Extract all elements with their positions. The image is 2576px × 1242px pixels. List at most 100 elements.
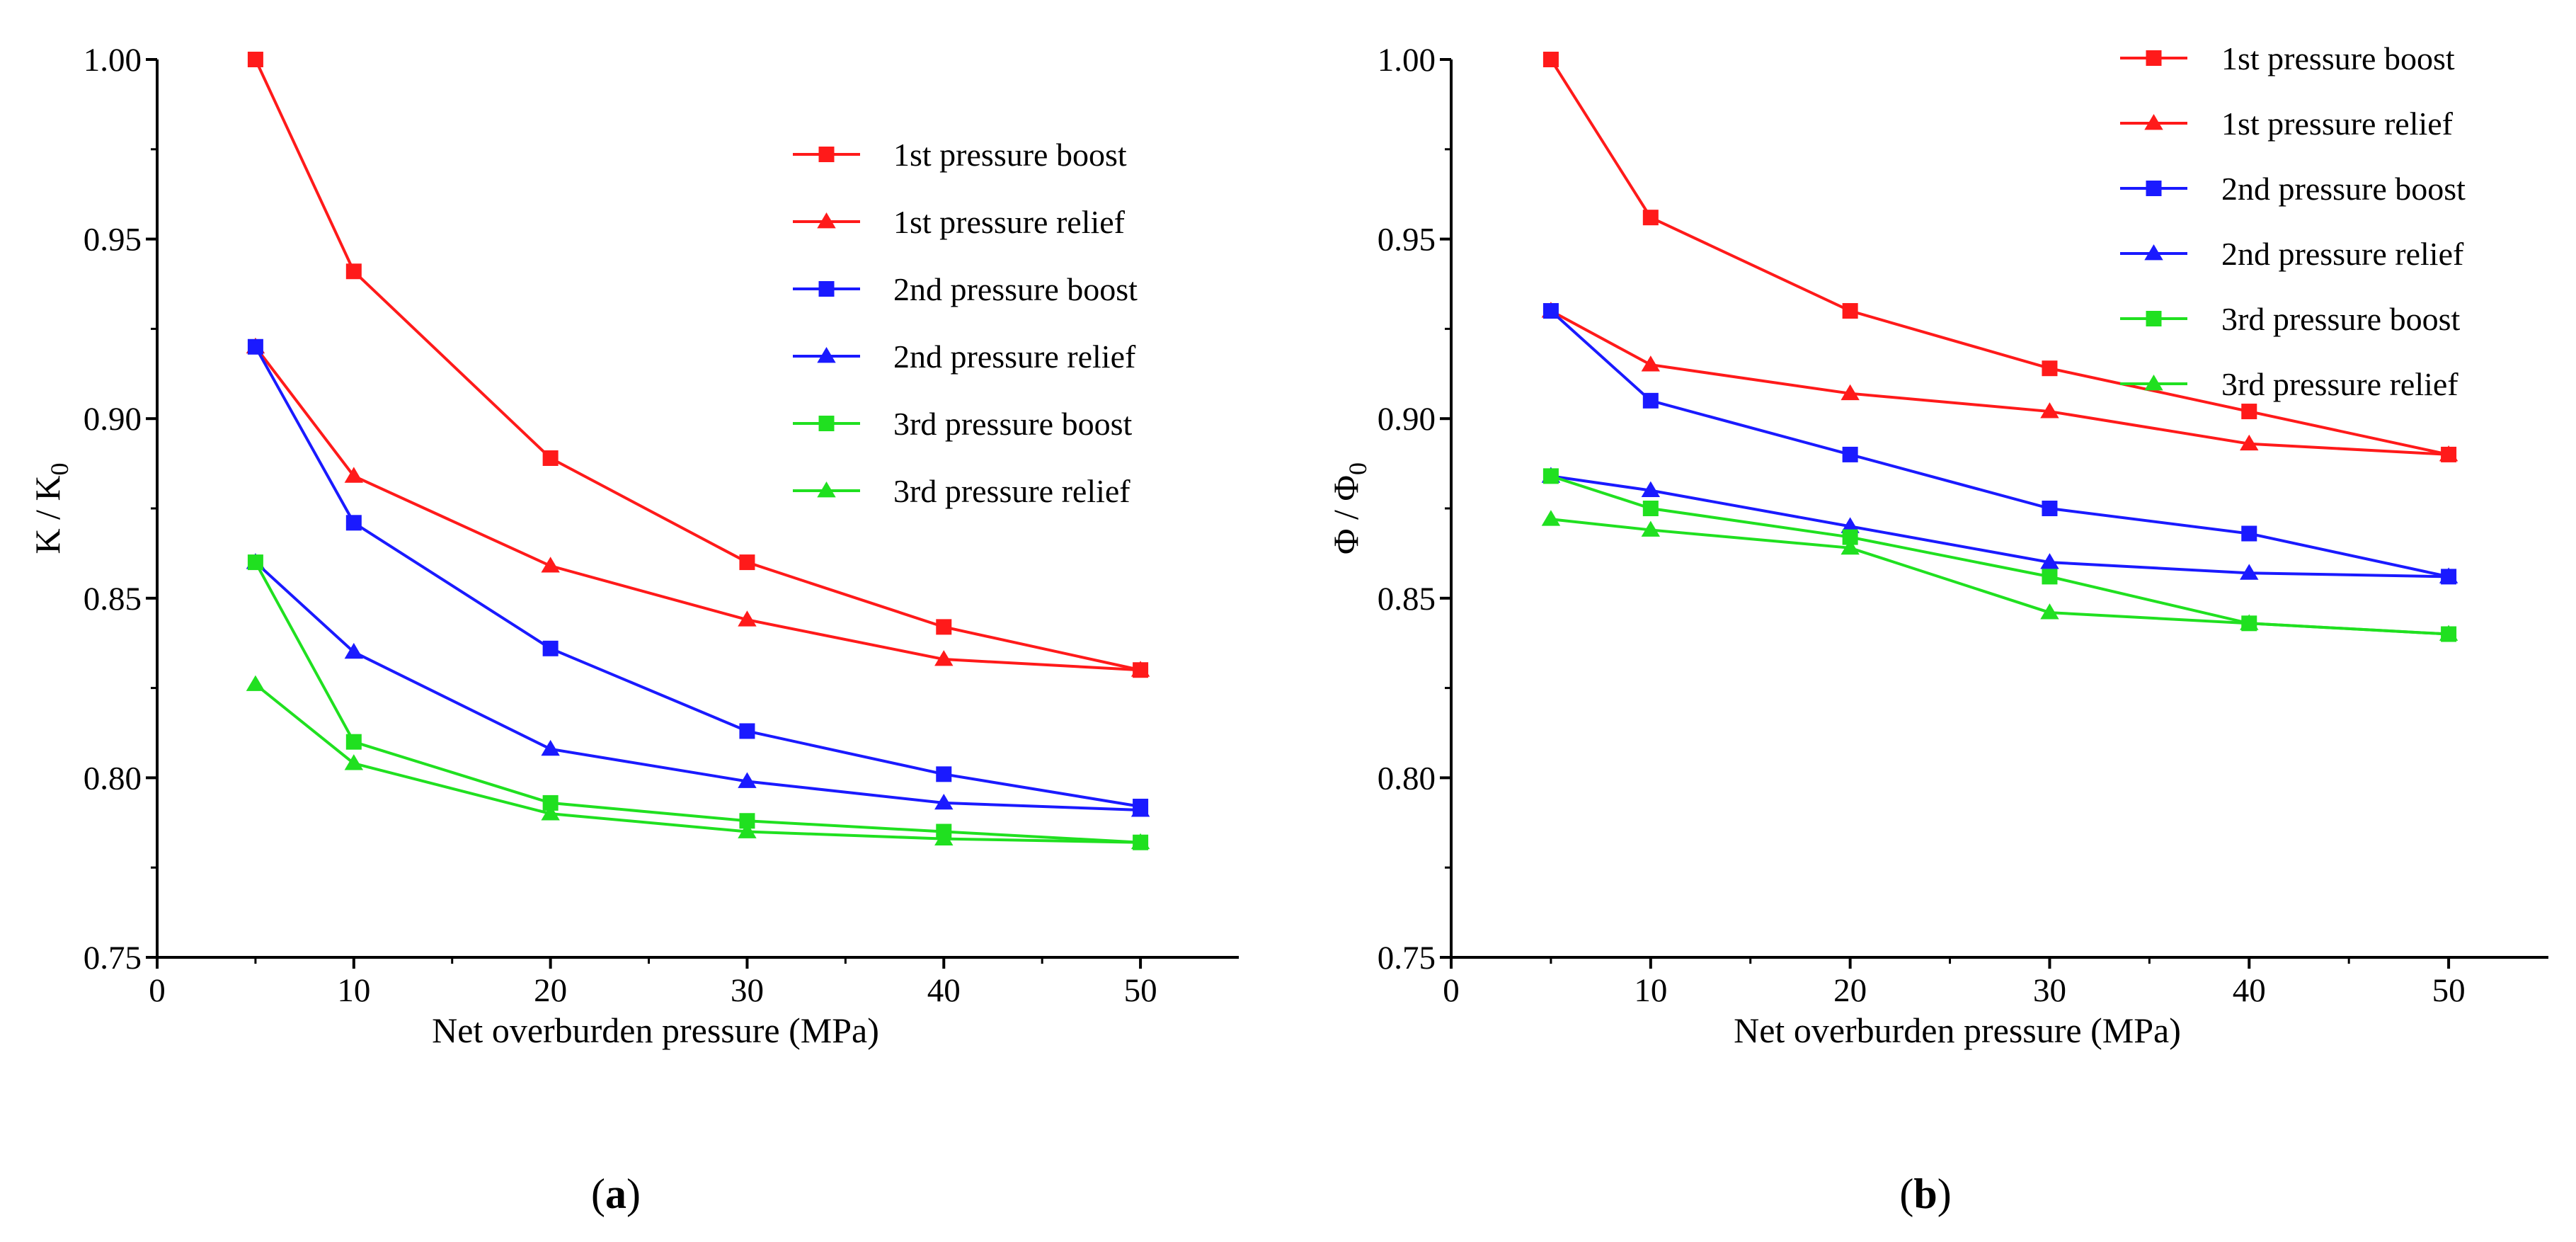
x-tick-label: 50	[1124, 972, 1157, 1009]
legend-label: 2nd pressure boost	[2221, 171, 2466, 207]
data-point	[1130, 801, 1150, 817]
y-tick-label: 0.80	[1378, 760, 1436, 797]
data-point	[1642, 210, 1659, 226]
data-point	[1841, 538, 1860, 555]
y-tick-label: 0.75	[1378, 940, 1436, 976]
data-point	[2241, 525, 2257, 542]
data-point	[2241, 404, 2257, 420]
series-6	[246, 675, 1150, 850]
data-point	[541, 557, 560, 573]
legend-marker	[2144, 375, 2163, 391]
data-point	[1541, 510, 1561, 526]
data-point	[1842, 446, 1858, 462]
legend-marker	[2144, 114, 2163, 130]
data-point	[1130, 833, 1150, 850]
chart-panel-a: 0 10 20 30 40 50 0.75 0.80 0.85 0.90 0.95 1.00 Net o…	[28, 42, 1239, 1217]
legend-label: 2nd pressure relief	[893, 338, 1136, 375]
panel-caption: (b)	[1899, 1170, 1951, 1217]
caption-close-paren: )	[1937, 1170, 1952, 1217]
series-3	[1542, 303, 2457, 585]
series-line	[254, 59, 1141, 672]
legend-label: 1st pressure boost	[2221, 40, 2455, 76]
data-point	[1642, 392, 1659, 409]
series-line	[254, 561, 1141, 812]
y-tick-label: 0.90	[1378, 401, 1436, 438]
legend-item: 3rd pressure boost	[793, 406, 1132, 442]
caption-close-paren: )	[626, 1170, 641, 1217]
legend-item: 1st pressure relief	[793, 204, 1126, 240]
legend-marker	[2144, 244, 2163, 261]
x-tick-label: 20	[1833, 972, 1867, 1009]
data-point	[2240, 614, 2259, 630]
data-point	[2042, 360, 2058, 377]
series-4	[246, 553, 1150, 817]
legend-item: 2nd pressure relief	[2120, 236, 2464, 272]
x-tick-label: 40	[2233, 972, 2266, 1009]
data-point	[1642, 501, 1659, 516]
x-tick-label: 30	[731, 972, 764, 1009]
x-tick-label: 50	[2432, 972, 2466, 1009]
y-tick-label: 0.85	[84, 581, 142, 617]
data-point	[1542, 52, 1559, 67]
data-point	[1641, 520, 1661, 537]
data-point	[345, 734, 362, 750]
data-point	[2439, 625, 2458, 641]
data-point	[2439, 445, 2458, 462]
data-point	[1542, 468, 1559, 484]
y-axis-label: Φ / Φ0	[1326, 462, 1372, 554]
legend-label: 1st pressure relief	[2221, 106, 2454, 142]
legend-item: 1st pressure boost	[793, 137, 1127, 173]
data-point	[1130, 661, 1150, 677]
data-point	[541, 804, 560, 821]
y-tick-label: 0.75	[84, 940, 142, 976]
y-tick-label: 0.85	[1378, 581, 1436, 617]
legend-item: 2nd pressure relief	[793, 338, 1136, 375]
legend-marker	[818, 147, 835, 162]
data-point	[344, 642, 364, 659]
data-point	[739, 723, 755, 739]
data-point	[2040, 553, 2059, 569]
data-point	[2240, 564, 2259, 580]
legend-label: 3rd pressure relief	[893, 473, 1130, 509]
y-axis-label-main: K / K	[28, 475, 67, 554]
data-point	[247, 554, 263, 571]
data-point	[2040, 603, 2059, 620]
legend-marker	[2146, 50, 2162, 66]
caption-open-paren: (	[1899, 1170, 1913, 1217]
series-line	[254, 346, 1141, 808]
y-axis-label: K / K0	[28, 462, 74, 554]
data-point	[738, 772, 757, 788]
data-point	[542, 794, 559, 811]
series-line	[254, 562, 1141, 844]
data-point	[542, 640, 559, 656]
data-point	[1842, 303, 1858, 319]
legend-label: 1st pressure relief	[893, 204, 1126, 240]
x-tick-label: 0	[1443, 972, 1460, 1009]
data-point	[1841, 384, 1860, 401]
x-axis-label: Net overburden pressure (MPa)	[1734, 1010, 2181, 1050]
data-point	[934, 650, 954, 666]
legend-label: 2nd pressure relief	[2221, 236, 2464, 272]
y-tick-label: 0.95	[1378, 222, 1436, 258]
data-point	[738, 610, 757, 627]
legend-marker	[2146, 181, 2162, 196]
legend-marker	[818, 281, 835, 297]
data-point	[934, 793, 954, 810]
data-point	[738, 822, 757, 838]
legend-label: 3rd pressure boost	[893, 406, 1132, 442]
caption-letter: a	[605, 1170, 626, 1217]
data-point	[2240, 434, 2259, 451]
data-point	[2042, 569, 2058, 585]
legend-item: 1st pressure relief	[2120, 106, 2454, 142]
chart-panel-b: 0 10 20 30 40 50 0.75 0.80 0.85 0.90 0.95 1.00 Net o…	[1326, 40, 2548, 1217]
x-tick-label: 20	[534, 972, 567, 1009]
data-point	[934, 829, 954, 846]
legend-item: 3rd pressure boost	[2120, 301, 2460, 337]
legend-label: 1st pressure boost	[893, 137, 1127, 173]
x-axis-label: Net overburden pressure (MPa)	[432, 1010, 879, 1050]
legend-item: 2nd pressure boost	[2120, 171, 2466, 207]
series-line	[1550, 58, 2449, 456]
x-tick-label: 10	[1634, 972, 1667, 1009]
legend-marker	[818, 416, 835, 431]
